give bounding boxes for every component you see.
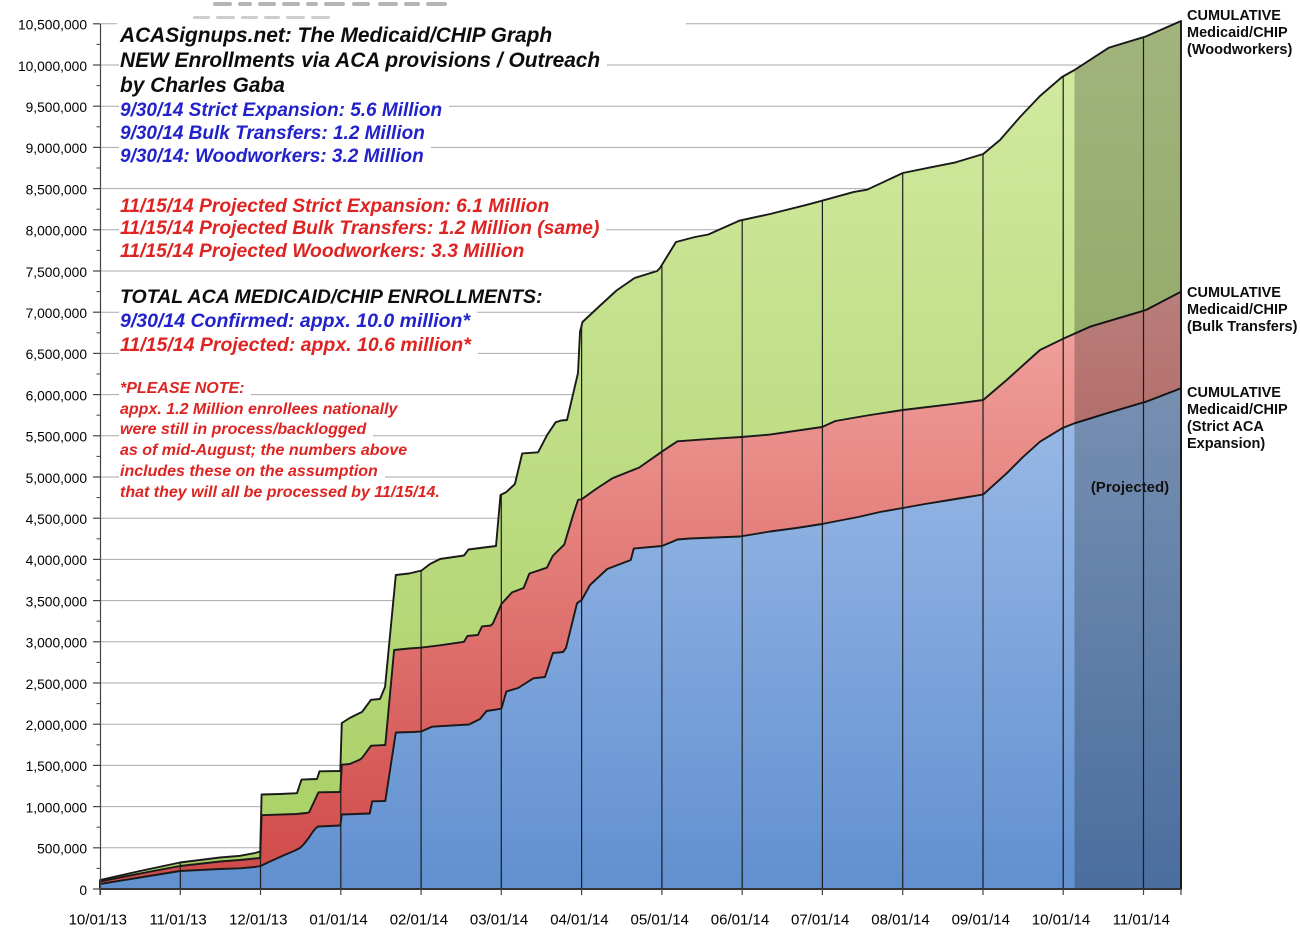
svg-text:10,000,000: 10,000,000 <box>18 59 87 74</box>
svg-text:2,000,000: 2,000,000 <box>26 718 88 733</box>
svg-text:8,000,000: 8,000,000 <box>26 224 88 239</box>
svg-text:05/01/14: 05/01/14 <box>631 912 689 929</box>
svg-text:09/01/14: 09/01/14 <box>952 912 1010 929</box>
svg-text:07/01/14: 07/01/14 <box>791 912 849 929</box>
svg-text:8,500,000: 8,500,000 <box>26 182 88 197</box>
svg-text:6,000,000: 6,000,000 <box>26 388 88 403</box>
svg-text:04/01/14: 04/01/14 <box>550 912 608 929</box>
svg-text:10/01/13: 10/01/13 <box>69 912 127 929</box>
svg-text:7,500,000: 7,500,000 <box>26 265 88 280</box>
svg-text:01/01/14: 01/01/14 <box>309 912 367 929</box>
svg-text:6,500,000: 6,500,000 <box>26 347 88 362</box>
svg-text:4,000,000: 4,000,000 <box>26 553 88 568</box>
svg-text:11/01/13: 11/01/13 <box>149 912 206 929</box>
svg-text:1,000,000: 1,000,000 <box>26 800 88 815</box>
svg-text:10/01/14: 10/01/14 <box>1032 912 1090 929</box>
svg-text:9,500,000: 9,500,000 <box>26 100 88 115</box>
svg-text:03/01/14: 03/01/14 <box>470 912 528 929</box>
svg-text:1,500,000: 1,500,000 <box>26 759 88 774</box>
svg-text:5,500,000: 5,500,000 <box>26 430 88 445</box>
svg-text:02/01/14: 02/01/14 <box>390 912 448 929</box>
svg-text:4,500,000: 4,500,000 <box>26 512 88 527</box>
svg-text:08/01/14: 08/01/14 <box>871 912 929 929</box>
svg-text:06/01/14: 06/01/14 <box>711 912 769 929</box>
svg-text:3,500,000: 3,500,000 <box>26 594 88 609</box>
svg-text:11/01/14: 11/01/14 <box>1113 912 1170 929</box>
svg-text:3,000,000: 3,000,000 <box>26 636 88 651</box>
svg-text:10,500,000: 10,500,000 <box>18 18 87 33</box>
svg-text:500,000: 500,000 <box>37 842 87 857</box>
svg-text:12/01/13: 12/01/13 <box>229 912 287 929</box>
svg-text:2,500,000: 2,500,000 <box>26 677 88 692</box>
svg-text:0: 0 <box>79 883 87 898</box>
svg-text:5,000,000: 5,000,000 <box>26 471 88 486</box>
svg-text:7,000,000: 7,000,000 <box>26 306 88 321</box>
svg-text:9,000,000: 9,000,000 <box>26 141 88 156</box>
